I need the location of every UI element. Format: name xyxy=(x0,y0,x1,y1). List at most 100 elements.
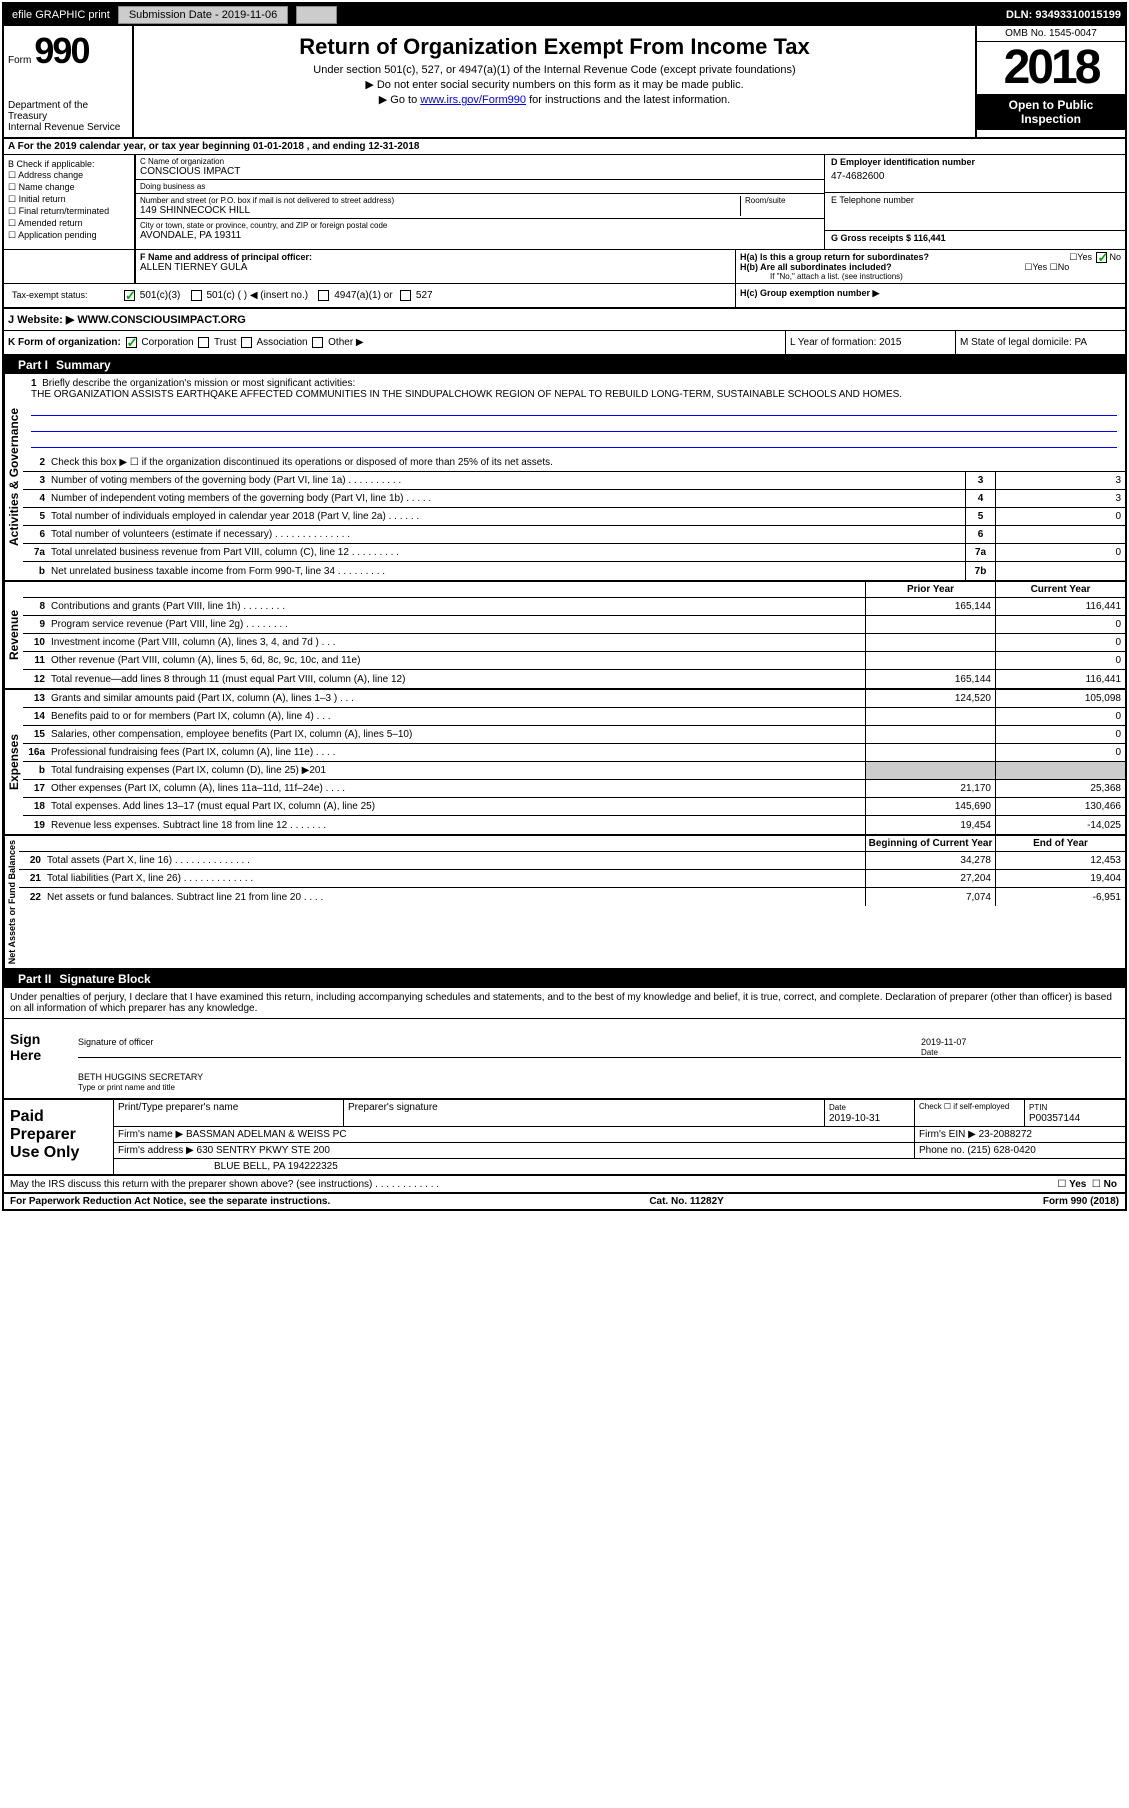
current-val: 19,404 xyxy=(995,870,1125,887)
line-desc: Other expenses (Part IX, column (A), lin… xyxy=(51,781,865,796)
chk-trust[interactable] xyxy=(198,337,209,348)
form-prefix: Form xyxy=(8,55,31,66)
rev-colhdr: Prior Year Current Year xyxy=(23,582,1125,598)
chk-527[interactable] xyxy=(400,290,411,301)
chk-final[interactable]: ☐ Final return/terminated xyxy=(8,206,130,217)
prior-val xyxy=(865,708,995,725)
line-box: 6 xyxy=(965,526,995,543)
perjury-text: Under penalties of perjury, I declare th… xyxy=(4,988,1125,1019)
gov-line-5: 5Total number of individuals employed in… xyxy=(23,508,1125,526)
prior-val xyxy=(865,616,995,633)
current-val: 0 xyxy=(995,726,1125,743)
line-box: 5 xyxy=(965,508,995,525)
current-val: 105,098 xyxy=(995,690,1125,707)
col-b-checkboxes: B Check if applicable: ☐ Address change … xyxy=(4,155,134,249)
addr-row: Number and street (or P.O. box if mail i… xyxy=(136,194,824,219)
line-desc: Total assets (Part X, line 16) . . . . .… xyxy=(47,853,865,868)
inspection-badge: Open to Public Inspection xyxy=(977,94,1125,130)
org-name: CONSCIOUS IMPACT xyxy=(140,166,820,177)
blank-btn[interactable] xyxy=(296,6,336,24)
part1-title: Summary xyxy=(56,358,111,372)
prep-selfemp: Check ☐ if self-employed xyxy=(915,1100,1025,1126)
phone-row: E Telephone number xyxy=(825,193,1125,231)
officer-cell: F Name and address of principal officer:… xyxy=(134,250,735,283)
line-num: 21 xyxy=(19,873,47,884)
line-desc: Revenue less expenses. Subtract line 18 … xyxy=(51,818,865,833)
line-num: b xyxy=(23,566,51,577)
prep-row4: BLUE BELL, PA 194222325 xyxy=(114,1159,1125,1174)
chk-initial[interactable]: ☐ Initial return xyxy=(8,194,130,205)
chk-address[interactable]: ☐ Address change xyxy=(8,170,130,181)
hdr-prior: Prior Year xyxy=(865,582,995,597)
chk-501c[interactable] xyxy=(191,290,202,301)
m-cell: M State of legal domicile: PA xyxy=(955,331,1125,354)
prep-date: Date2019-10-31 xyxy=(825,1100,915,1126)
dln-label: DLN: 93493310015199 xyxy=(1006,9,1121,21)
line-val: 0 xyxy=(995,544,1125,561)
hb-note: If "No," attach a list. (see instruction… xyxy=(740,272,1121,281)
line-num: 10 xyxy=(23,637,51,648)
header-right: OMB No. 1545-0047 2018 Open to Public In… xyxy=(975,26,1125,137)
line-b: bTotal fundraising expenses (Part IX, co… xyxy=(23,762,1125,780)
chk-4947[interactable] xyxy=(318,290,329,301)
line-10: 10Investment income (Part VIII, column (… xyxy=(23,634,1125,652)
hdr-current: Current Year xyxy=(995,582,1125,597)
chk-other[interactable] xyxy=(312,337,323,348)
gross-label: G Gross receipts $ 116,441 xyxy=(831,233,946,243)
irs-link[interactable]: www.irs.gov/Form990 xyxy=(420,94,526,106)
ein-row: D Employer identification number 47-4682… xyxy=(825,155,1125,193)
line-num: 19 xyxy=(23,820,51,831)
line-box: 3 xyxy=(965,472,995,489)
prep-row1: Print/Type preparer's name Preparer's si… xyxy=(114,1100,1125,1127)
addr-label: Number and street (or P.O. box if mail i… xyxy=(140,196,740,205)
tax-status-opts: 501(c)(3) 501(c) ( ) ◀ (insert no.) 4947… xyxy=(118,288,437,303)
sig-date-cell: 2019-11-07Date xyxy=(921,1037,1121,1057)
line-desc: Grants and similar amounts paid (Part IX… xyxy=(51,691,865,706)
line-9: 9Program service revenue (Part VIII, lin… xyxy=(23,616,1125,634)
line-num: 13 xyxy=(23,693,51,704)
line-desc: Total revenue—add lines 8 through 11 (mu… xyxy=(51,672,865,687)
omb-number: OMB No. 1545-0047 xyxy=(977,26,1125,42)
header-center: Return of Organization Exempt From Incom… xyxy=(134,26,975,137)
chk-name[interactable]: ☐ Name change xyxy=(8,182,130,193)
sub3-pre: ▶ Go to xyxy=(379,94,420,106)
prior-val: 19,454 xyxy=(865,816,995,834)
chk-assoc[interactable] xyxy=(241,337,252,348)
chk-501c3[interactable] xyxy=(124,290,135,301)
block-bcde: B Check if applicable: ☐ Address change … xyxy=(4,155,1125,250)
netassets-body: Beginning of Current Year End of Year 20… xyxy=(19,836,1125,968)
line-13: 13Grants and similar amounts paid (Part … xyxy=(23,690,1125,708)
row-a-period: A For the 2019 calendar year, or tax yea… xyxy=(4,139,1125,155)
ha-no-check[interactable] xyxy=(1096,252,1107,263)
line-num: 8 xyxy=(23,601,51,612)
line-val xyxy=(995,562,1125,580)
prep-sig-label: Preparer's signature xyxy=(344,1100,825,1126)
line-num: 12 xyxy=(23,674,51,685)
vlabel-activities: Activities & Governance xyxy=(4,374,23,580)
section-expenses: Expenses 13Grants and similar amounts pa… xyxy=(4,690,1125,836)
submission-date-btn[interactable]: Submission Date - 2019-11-06 xyxy=(118,6,288,24)
line-19: 19Revenue less expenses. Subtract line 1… xyxy=(23,816,1125,834)
h-block: H(a) Is this a group return for subordin… xyxy=(735,250,1125,283)
footer-mid: Cat. No. 11282Y xyxy=(649,1196,723,1207)
discuss-yn: ☐ Yes ☐ No xyxy=(985,1179,1125,1190)
activities-body: 1 Briefly describe the organization's mi… xyxy=(23,374,1125,580)
city-row: City or town, state or province, country… xyxy=(136,219,824,243)
city-value: AVONDALE, PA 19311 xyxy=(140,230,820,241)
hdr-begin: Beginning of Current Year xyxy=(865,836,995,851)
subtitle-2: ▶ Do not enter social security numbers o… xyxy=(142,78,967,91)
l-cell: L Year of formation: 2015 xyxy=(785,331,955,354)
chk-amended[interactable]: ☐ Amended return xyxy=(8,218,130,229)
prior-val: 165,144 xyxy=(865,598,995,615)
row-klm: K Form of organization: Corporation Trus… xyxy=(4,331,1125,356)
chk-corp[interactable] xyxy=(126,337,137,348)
chk-pending[interactable]: ☐ Application pending xyxy=(8,230,130,241)
ein-value: 47-4682600 xyxy=(831,171,1119,182)
firm-addr: Firm's address ▶ 630 SENTRY PKWY STE 200 xyxy=(114,1143,915,1158)
current-val: 12,453 xyxy=(995,852,1125,869)
mission-block: 1 Briefly describe the organization's mi… xyxy=(23,374,1125,454)
form-title: Return of Organization Exempt From Incom… xyxy=(142,34,967,60)
line-desc: Contributions and grants (Part VIII, lin… xyxy=(51,599,865,614)
prep-row2: Firm's name ▶ BASSMAN ADELMAN & WEISS PC… xyxy=(114,1127,1125,1143)
part2-title: Signature Block xyxy=(59,972,150,986)
